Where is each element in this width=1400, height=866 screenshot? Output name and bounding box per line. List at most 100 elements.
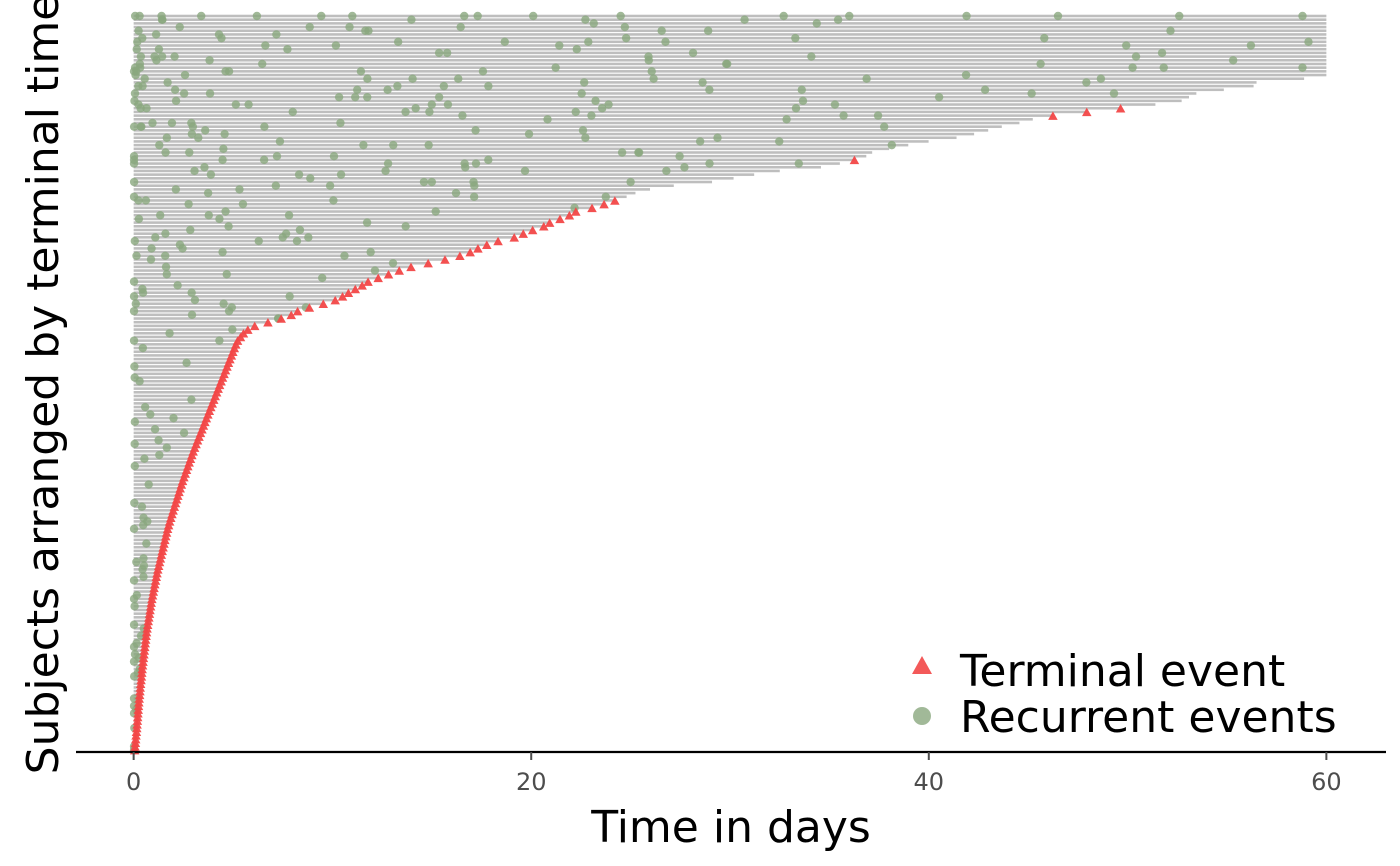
recurrent-event-point bbox=[419, 177, 429, 187]
recurrent-event-point bbox=[204, 211, 213, 220]
followup-bar bbox=[133, 604, 151, 608]
followup-bar bbox=[133, 47, 1327, 51]
recurrent-event-point bbox=[129, 306, 139, 316]
followup-bar bbox=[133, 136, 957, 140]
recurrent-event-point bbox=[370, 266, 380, 275]
followup-bar bbox=[133, 118, 1033, 121]
recurrent-event-point bbox=[138, 81, 147, 91]
followup-bar bbox=[133, 498, 177, 501]
followup-bar bbox=[133, 616, 149, 619]
followup-bar bbox=[133, 339, 238, 342]
recurrent-event-point bbox=[288, 107, 297, 117]
recurrent-event-point bbox=[713, 133, 722, 142]
followup-bar bbox=[133, 523, 169, 527]
recurrent-event-point bbox=[194, 133, 203, 142]
recurrent-event-point bbox=[1036, 59, 1045, 69]
legend-terminal-event-icon bbox=[912, 656, 932, 674]
terminal-event-point bbox=[318, 299, 329, 309]
followup-bar bbox=[133, 520, 170, 523]
recurrent-event-point bbox=[601, 192, 610, 201]
recurrent-event-point bbox=[1122, 41, 1131, 50]
recurrent-event-point bbox=[797, 85, 806, 94]
followup-bar bbox=[133, 623, 148, 627]
recurrent-event-point bbox=[647, 67, 656, 76]
followup-bar bbox=[133, 298, 336, 302]
recurrent-event-point bbox=[157, 11, 166, 21]
followup-bar bbox=[133, 70, 1327, 73]
recurrent-event-point bbox=[431, 207, 440, 216]
followup-bar bbox=[133, 158, 855, 162]
recurrent-event-point bbox=[577, 89, 586, 98]
recurrent-event-point bbox=[294, 170, 304, 179]
followup-bar bbox=[133, 357, 230, 361]
followup-bar bbox=[133, 140, 929, 143]
recurrent-event-point bbox=[139, 554, 148, 563]
recurrent-event-point bbox=[383, 85, 392, 94]
followup-bar bbox=[133, 509, 174, 512]
recurrent-event-point bbox=[132, 45, 141, 54]
terminal-event-point bbox=[539, 222, 549, 231]
recurrent-event-point bbox=[139, 572, 148, 581]
recurrent-event-point bbox=[254, 236, 263, 246]
recurrent-event-point bbox=[130, 439, 139, 449]
recurrent-event-point bbox=[439, 81, 449, 91]
recurrent-event-point bbox=[473, 11, 482, 21]
followup-bar bbox=[133, 379, 222, 383]
recurrent-event-point bbox=[130, 602, 139, 611]
recurrent-event-point bbox=[1109, 89, 1119, 98]
followup-bar bbox=[133, 84, 1254, 88]
recurrent-event-point bbox=[1157, 48, 1167, 58]
terminal-event-point bbox=[330, 295, 340, 305]
followup-bar bbox=[133, 590, 154, 593]
followup-bar bbox=[133, 280, 369, 283]
followup-bar bbox=[133, 365, 227, 368]
followup-bar bbox=[133, 346, 235, 350]
followup-bar bbox=[133, 22, 1327, 25]
followup-bar bbox=[133, 582, 155, 586]
terminal-event-point bbox=[350, 284, 361, 294]
recurrent-event-point bbox=[1159, 63, 1168, 72]
terminal-event-point bbox=[482, 240, 492, 249]
recurrent-event-point bbox=[873, 111, 883, 120]
terminal-event-point bbox=[465, 247, 475, 257]
terminal-event-point bbox=[304, 303, 315, 312]
followup-bar bbox=[133, 173, 755, 176]
recurrent-event-point bbox=[129, 576, 139, 585]
recurrent-event-point bbox=[161, 251, 170, 260]
recurrent-event-point bbox=[458, 111, 467, 120]
recurrent-event-point bbox=[411, 104, 420, 113]
recurrent-event-point bbox=[151, 233, 160, 242]
recurrent-event-point bbox=[272, 30, 281, 39]
recurrent-event-point bbox=[165, 329, 174, 338]
recurrent-event-point bbox=[221, 67, 230, 76]
recurrent-event-point bbox=[130, 96, 139, 106]
recurrent-event-point bbox=[442, 48, 452, 58]
terminal-event-point bbox=[455, 251, 465, 261]
terminal-event-point bbox=[587, 203, 597, 213]
recurrent-event-point bbox=[317, 11, 326, 21]
recurrent-event-point bbox=[471, 159, 481, 168]
terminal-event-point bbox=[337, 292, 348, 301]
recurrent-event-point bbox=[427, 100, 436, 109]
followup-bar bbox=[133, 210, 576, 213]
recurrent-event-point bbox=[934, 92, 944, 102]
recurrent-event-point bbox=[812, 19, 821, 28]
recurrent-event-point bbox=[154, 436, 163, 445]
recurrent-event-point bbox=[132, 591, 141, 600]
recurrent-event-point bbox=[162, 270, 172, 279]
terminal-event-point bbox=[363, 277, 373, 286]
recurrent-event-point bbox=[138, 284, 147, 294]
recurrent-event-point bbox=[1166, 26, 1175, 35]
followup-bar bbox=[133, 461, 190, 464]
followup-bar bbox=[133, 343, 236, 346]
terminal-event-point bbox=[518, 229, 529, 238]
followup-bar bbox=[133, 169, 780, 173]
recurrent-event-point bbox=[361, 26, 370, 35]
recurrent-event-point bbox=[340, 251, 349, 260]
terminal-event-point bbox=[440, 255, 450, 264]
recurrent-event-point bbox=[451, 188, 461, 198]
recurrent-event-point bbox=[218, 247, 227, 257]
plot-area bbox=[129, 11, 1327, 755]
recurrent-event-point bbox=[136, 52, 146, 61]
